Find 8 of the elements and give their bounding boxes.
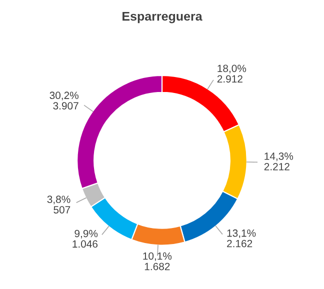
data-label: 9,9% 1.046: [72, 230, 98, 248]
data-label: 13,1% 2.162: [227, 229, 256, 248]
data-label: 10,1% 1.682: [143, 252, 172, 270]
data-label: 30,2% 3.907: [50, 92, 78, 110]
data-label: 3,8% 507: [47, 196, 70, 214]
data-label: 14,3% 2.212: [264, 152, 294, 170]
data-label: 18,0% 2.912: [217, 64, 246, 83]
chart-title: Esparreguera: [122, 12, 202, 24]
